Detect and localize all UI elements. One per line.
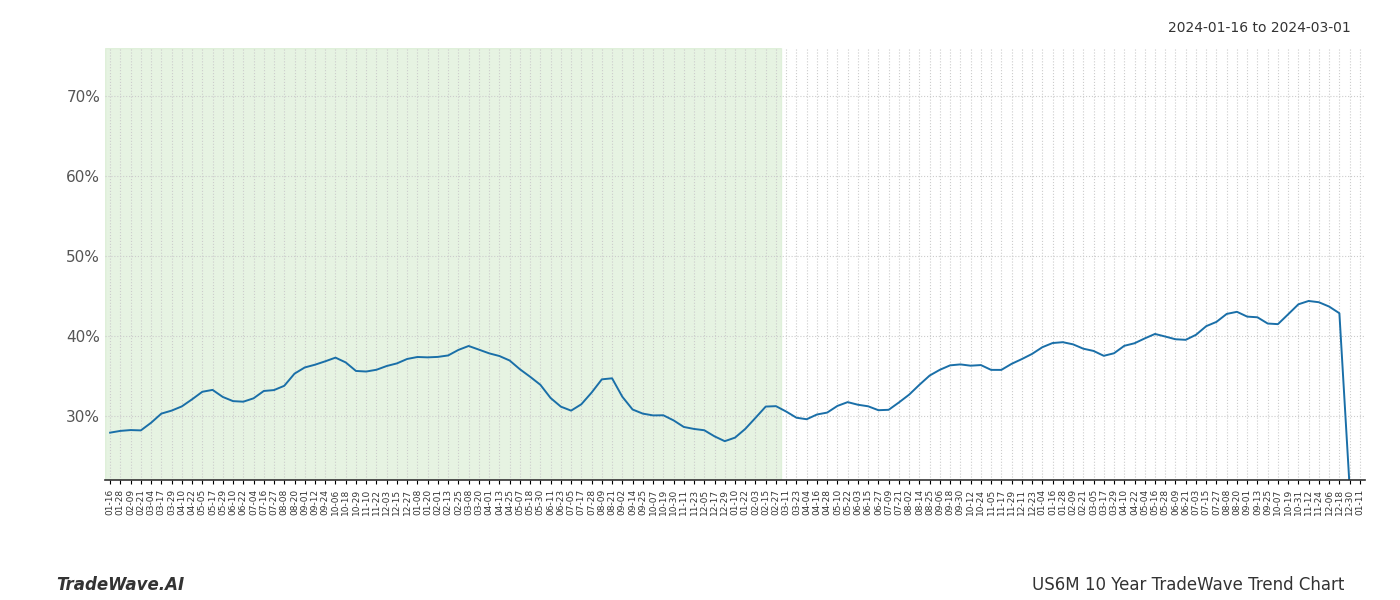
Bar [105, 48, 781, 480]
Text: 2024-01-16 to 2024-03-01: 2024-01-16 to 2024-03-01 [1168, 21, 1351, 35]
Text: US6M 10 Year TradeWave Trend Chart: US6M 10 Year TradeWave Trend Chart [1032, 576, 1344, 594]
Text: TradeWave.AI: TradeWave.AI [56, 576, 185, 594]
